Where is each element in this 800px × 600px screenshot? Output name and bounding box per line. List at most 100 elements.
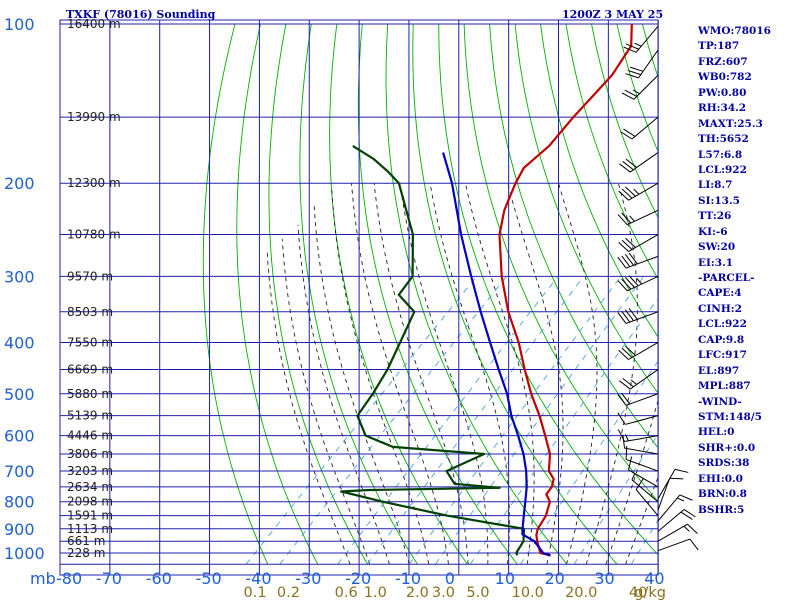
height-label: 16400 m — [67, 17, 121, 31]
mixing-ratio-line — [245, 276, 478, 565]
mixing-ratio-line — [279, 276, 507, 565]
temperature-tick-label: -60 — [146, 569, 172, 588]
mixing-ratio-label: 10.0 — [512, 585, 544, 600]
wind-barb — [617, 252, 659, 269]
wind-barb — [635, 477, 659, 516]
height-label: 2634 m — [67, 480, 113, 494]
mixing-ratio-line — [366, 276, 585, 565]
index-item: WB0:782 — [698, 71, 752, 84]
wind-barb — [621, 74, 659, 100]
moist-adiabats — [266, 183, 658, 565]
pressure-tick-label: 600 — [4, 427, 35, 446]
plot-frame — [59, 19, 659, 576]
temperature-tick-label: -30 — [295, 569, 321, 588]
index-item: MAXT:25.3 — [698, 117, 763, 130]
wind-barb — [617, 308, 659, 324]
moist-adiabat — [464, 183, 535, 565]
sounding-datetime: 1200Z 3 MAY 25 — [562, 8, 664, 21]
mixing-ratio-line — [573, 433, 658, 565]
pressure-tick-label: 400 — [4, 333, 35, 352]
pressure-unit-label: mb — [30, 569, 56, 588]
index-item: BRN:0.8 — [698, 488, 747, 501]
index-item: MPL:887 — [698, 380, 751, 393]
moist-adiabat — [507, 183, 564, 565]
pressure-tick-label: 700 — [4, 462, 35, 481]
index-item: RH:34.2 — [698, 102, 747, 115]
dry-adiabat — [438, 23, 658, 556]
moist-adiabat — [558, 183, 598, 565]
pressure-tick-label: 300 — [4, 267, 35, 286]
wind-barb — [618, 234, 659, 252]
mixing-ratio-label: 3.0 — [432, 585, 455, 600]
height-label: 7550 m — [67, 335, 113, 349]
moist-adiabat — [585, 183, 638, 565]
dry-adiabat — [770, 24, 800, 564]
index-item: EHI:0.0 — [698, 472, 743, 485]
moist-adiabat — [625, 476, 658, 565]
temperature-tick-label: 30 — [594, 569, 614, 588]
mixing-ratio-label: 0.6 — [335, 585, 358, 600]
height-label: 12300 m — [67, 176, 121, 190]
height-label: 6669 m — [67, 363, 113, 377]
temperature-line — [498, 23, 633, 557]
mixing-ratio-unit: g/kg — [634, 585, 666, 600]
temperature-tick-label: -70 — [96, 569, 122, 588]
height-label: 1591 m — [67, 509, 113, 523]
temperature-tick-label: -50 — [196, 569, 222, 588]
pressure-tick-label: 500 — [4, 385, 35, 404]
wind-barb — [620, 116, 659, 140]
dewpoint-line — [340, 144, 526, 556]
wind-barb — [618, 182, 659, 201]
moist-adiabat — [297, 225, 390, 565]
index-item: CINH:2 — [698, 302, 742, 315]
wind-barb — [617, 275, 659, 292]
index-item: CAPE:4 — [698, 287, 742, 300]
index-item: EI:3.1 — [698, 256, 734, 269]
height-label: 5880 m — [67, 387, 113, 401]
wind-barb — [618, 342, 659, 360]
height-label: 3806 m — [67, 447, 113, 461]
temperature-tick-label: -80 — [56, 569, 82, 588]
index-item: BSHR:5 — [698, 503, 745, 516]
wind-barb — [619, 152, 659, 173]
index-item: CAP:9.8 — [698, 333, 745, 346]
index-item: L57:6.8 — [698, 148, 743, 161]
dry-adiabat — [329, 23, 468, 565]
temperature-tick-label: -40 — [245, 569, 271, 588]
wind-barb — [622, 434, 659, 455]
pressure-tick-label: 100 — [4, 15, 35, 34]
temperature-tick-label: -10 — [395, 569, 421, 588]
dry-adiabats — [202, 23, 800, 565]
wind-barb — [617, 392, 659, 406]
index-item: LCL:922 — [698, 318, 747, 331]
height-label: 8503 m — [67, 305, 113, 319]
temperature-tick-label: 0 — [445, 569, 455, 588]
height-labels: 16400 m 13990 m 12300 m 10780 m 9570 m 8503 m… — [67, 17, 121, 560]
dry-adiabat — [489, 23, 658, 449]
stability-indices-panel: WMO:78016 TP:187 FRZ:607 WB0:782 PW:0.80 RH:3… — [698, 24, 771, 518]
dry-adiabat — [202, 23, 269, 565]
pressure-tick-label: 800 — [4, 493, 35, 512]
index-item: PW:0.80 — [698, 86, 747, 99]
wind-barb — [625, 445, 659, 472]
mixing-ratio-line — [519, 360, 658, 565]
dry-adiabat — [565, 23, 658, 280]
wind-barb — [657, 468, 689, 500]
wind-barb — [657, 477, 684, 511]
dry-adiabat — [357, 23, 518, 565]
mixing-ratio-line — [408, 276, 622, 565]
wind-barb — [619, 369, 659, 390]
wind-barb — [623, 25, 659, 53]
height-label: 9570 m — [67, 269, 113, 283]
index-item: SI:13.5 — [698, 194, 740, 207]
parcel-line — [442, 152, 551, 557]
height-label: 661 m — [67, 534, 105, 548]
dry-adiabat — [795, 24, 800, 564]
pressure-tick-label: 1000 — [4, 544, 45, 563]
moist-adiabat — [351, 183, 449, 565]
index-item: -WIND- — [698, 395, 742, 408]
moist-adiabat — [605, 398, 658, 565]
wind-barb — [657, 523, 698, 542]
index-item: FRZ:607 — [698, 55, 748, 68]
